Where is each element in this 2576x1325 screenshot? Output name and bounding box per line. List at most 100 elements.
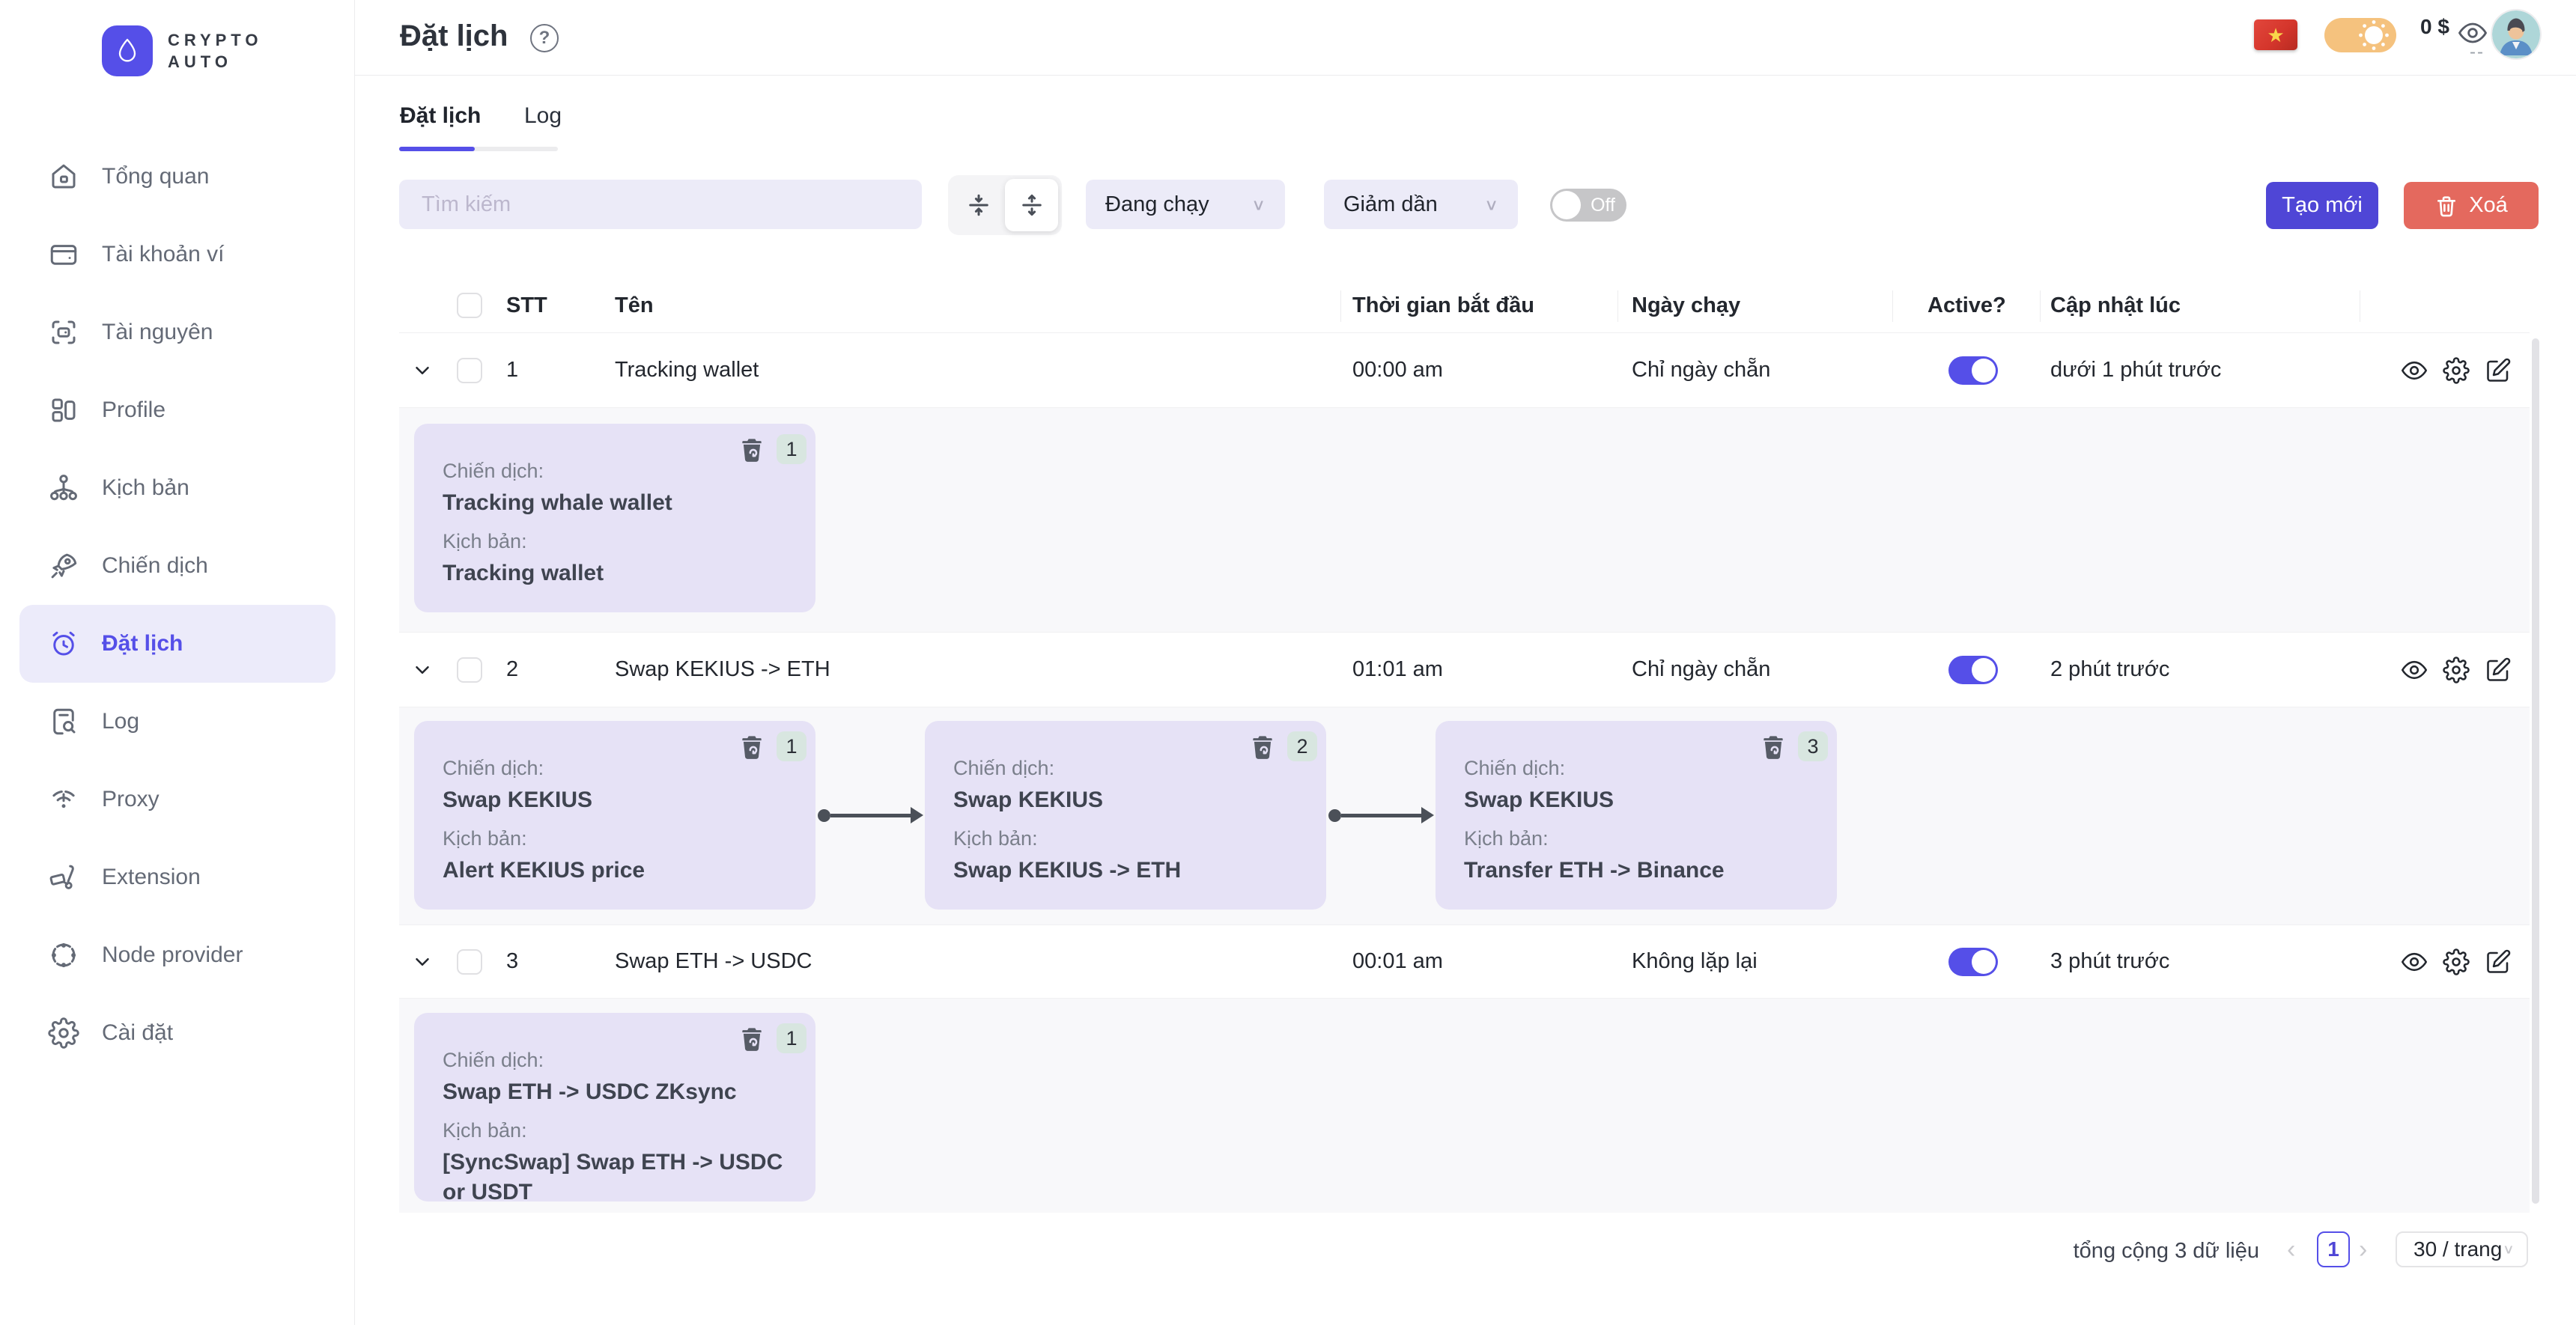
row-name: Swap ETH -> USDC: [615, 949, 812, 973]
trash-icon[interactable]: [1759, 733, 1787, 761]
search-input[interactable]: [399, 180, 922, 229]
trash-icon[interactable]: [738, 1025, 766, 1053]
theme-toggle[interactable]: [2324, 18, 2396, 52]
delete-button[interactable]: Xoá: [2404, 182, 2539, 229]
row-active-toggle[interactable]: [1948, 633, 1998, 707]
status-filter-select[interactable]: Đang chạy ∨: [1086, 180, 1285, 229]
campaign-name: Swap KEKIUS: [953, 788, 1104, 812]
user-avatar[interactable]: [2492, 10, 2540, 58]
column-divider: [1892, 290, 1893, 322]
row-start-time: 00:01 am: [1352, 949, 1443, 973]
sidebar-item-tong-quan[interactable]: Tổng quan: [19, 138, 335, 216]
scenario-label: Kịch bản:: [953, 827, 1038, 850]
sidebar-item-cai-dat[interactable]: Cài đặt: [19, 994, 335, 1072]
pagination-page-1[interactable]: 1: [2317, 1231, 2350, 1267]
edit-icon[interactable]: [2485, 333, 2512, 407]
vertical-scrollbar[interactable]: [2532, 338, 2539, 1204]
tab-dat-lich[interactable]: Đặt lịch: [400, 103, 482, 128]
toggle-label: Off: [1591, 195, 1615, 216]
row-expander-icon[interactable]: [411, 333, 434, 407]
row-active-toggle[interactable]: [1948, 333, 1998, 407]
sidebar-item-kich-ban[interactable]: Kịch bản: [19, 449, 335, 527]
row-expander-icon[interactable]: [411, 925, 434, 998]
row-checkbox[interactable]: [457, 633, 482, 707]
scenario-card: 1 Chiến dịch: Tracking whale wallet Kịch…: [414, 424, 815, 612]
star-icon: ★: [2267, 23, 2285, 46]
trash-icon[interactable]: [738, 733, 766, 761]
sort-order-select[interactable]: Giảm dần ∨: [1324, 180, 1518, 229]
resource-scan-icon: [48, 317, 79, 348]
row-expander-icon[interactable]: [411, 633, 434, 707]
sidebar-item-profile[interactable]: Profile: [19, 371, 335, 449]
row-stt: 2: [506, 657, 519, 681]
pagination-next-icon[interactable]: ›: [2359, 1235, 2368, 1264]
settings-icon[interactable]: [2443, 925, 2470, 998]
collapse-rows-button[interactable]: [952, 179, 1005, 231]
chevron-down-icon: ∨: [2502, 1241, 2515, 1257]
tab-log[interactable]: Log: [524, 103, 562, 128]
settings-icon[interactable]: [2443, 333, 2470, 407]
row-run-day: Không lặp lại: [1632, 949, 1758, 973]
edit-icon[interactable]: [2485, 925, 2512, 998]
off-toggle[interactable]: Off: [1550, 189, 1626, 222]
sidebar-item-label: Extension: [102, 865, 201, 889]
view-icon[interactable]: [2401, 333, 2428, 407]
table-row: 1 Tracking wallet 00:00 am Chỉ ngày chẵn…: [399, 333, 2530, 408]
sidebar-item-log[interactable]: Log: [19, 683, 335, 761]
order-badge: 2: [1287, 731, 1317, 761]
row-updated-at: 3 phút trước: [2050, 949, 2170, 973]
top-bar: [355, 0, 2576, 76]
row-checkbox[interactable]: [457, 333, 482, 407]
toggle-knob: [1552, 191, 1581, 219]
campaign-label: Chiến dịch:: [953, 757, 1055, 779]
sun-icon: [2359, 20, 2389, 50]
page-size-value: 30 / trang: [2414, 1237, 2503, 1261]
trash-icon[interactable]: [1248, 733, 1277, 761]
row-updated-at: dưới 1 phút trước: [2050, 358, 2222, 382]
sidebar-item-extension[interactable]: Extension: [19, 838, 335, 916]
create-button-label: Tạo mới: [2282, 193, 2363, 217]
view-icon[interactable]: [2401, 925, 2428, 998]
sidebar-item-tai-khoan-vi[interactable]: Tài khoản ví: [19, 216, 335, 293]
row-checkbox[interactable]: [457, 925, 482, 998]
sidebar-item-proxy[interactable]: Proxy: [19, 761, 335, 838]
trash-icon[interactable]: [738, 436, 766, 464]
column-divider: [2040, 290, 2041, 322]
row-name: Tracking wallet: [615, 358, 759, 382]
sidebar-item-tai-nguyen[interactable]: Tài nguyên: [19, 293, 335, 371]
sidebar-item-node-provider[interactable]: Node provider: [19, 916, 335, 994]
sort-order-value: Giảm dần: [1343, 192, 1438, 216]
sidebar-item-label: Log: [102, 709, 140, 734]
alarm-clock-icon: [48, 628, 79, 660]
scenario-name: [SyncSwap] Swap ETH -> USDC or USDT: [443, 1150, 783, 1204]
select-all-checkbox[interactable]: [457, 293, 482, 318]
table-row: 3 Swap ETH -> USDC 00:01 am Không lặp lạ…: [399, 925, 2530, 999]
sidebar-item-dat-lich[interactable]: Đặt lịch: [19, 605, 335, 683]
page-size-select[interactable]: 30 / trang ∨: [2396, 1231, 2528, 1267]
campaign-label: Chiến dịch:: [1464, 757, 1566, 779]
scenario-name: Alert KEKIUS price: [443, 858, 645, 883]
sidebar-item-label: Tài khoản ví: [102, 242, 225, 266]
pagination-prev-icon[interactable]: ‹: [2287, 1235, 2296, 1264]
campaign-label: Chiến dịch:: [443, 1049, 544, 1071]
col-thoi-gian: Thời gian bắt đầu: [1352, 293, 1534, 317]
log-search-icon: [48, 706, 79, 737]
hand-truck-icon: [48, 862, 79, 893]
row-run-day: Chỉ ngày chẵn: [1632, 657, 1771, 681]
language-flag-vietnam[interactable]: ★: [2254, 19, 2297, 50]
scenario-label: Kịch bản:: [443, 1119, 527, 1142]
sidebar-item-chien-dich[interactable]: Chiến dịch: [19, 527, 335, 605]
campaign-label: Chiến dịch:: [443, 460, 544, 482]
row-active-toggle[interactable]: [1948, 925, 1998, 998]
create-button[interactable]: Tạo mới: [2266, 182, 2378, 229]
expand-rows-button[interactable]: [1005, 179, 1058, 231]
view-icon[interactable]: [2401, 633, 2428, 707]
scenario-card: 2 Chiến dịch: Swap KEKIUS Kịch bản: Swap…: [925, 721, 1326, 910]
edit-icon[interactable]: [2485, 633, 2512, 707]
scenario-card: 3 Chiến dịch: Swap KEKIUS Kịch bản: Tran…: [1436, 721, 1837, 910]
help-icon[interactable]: ?: [530, 24, 559, 52]
settings-icon[interactable]: [2443, 633, 2470, 707]
layout-icon: [48, 395, 79, 426]
order-badge: 1: [777, 434, 806, 464]
